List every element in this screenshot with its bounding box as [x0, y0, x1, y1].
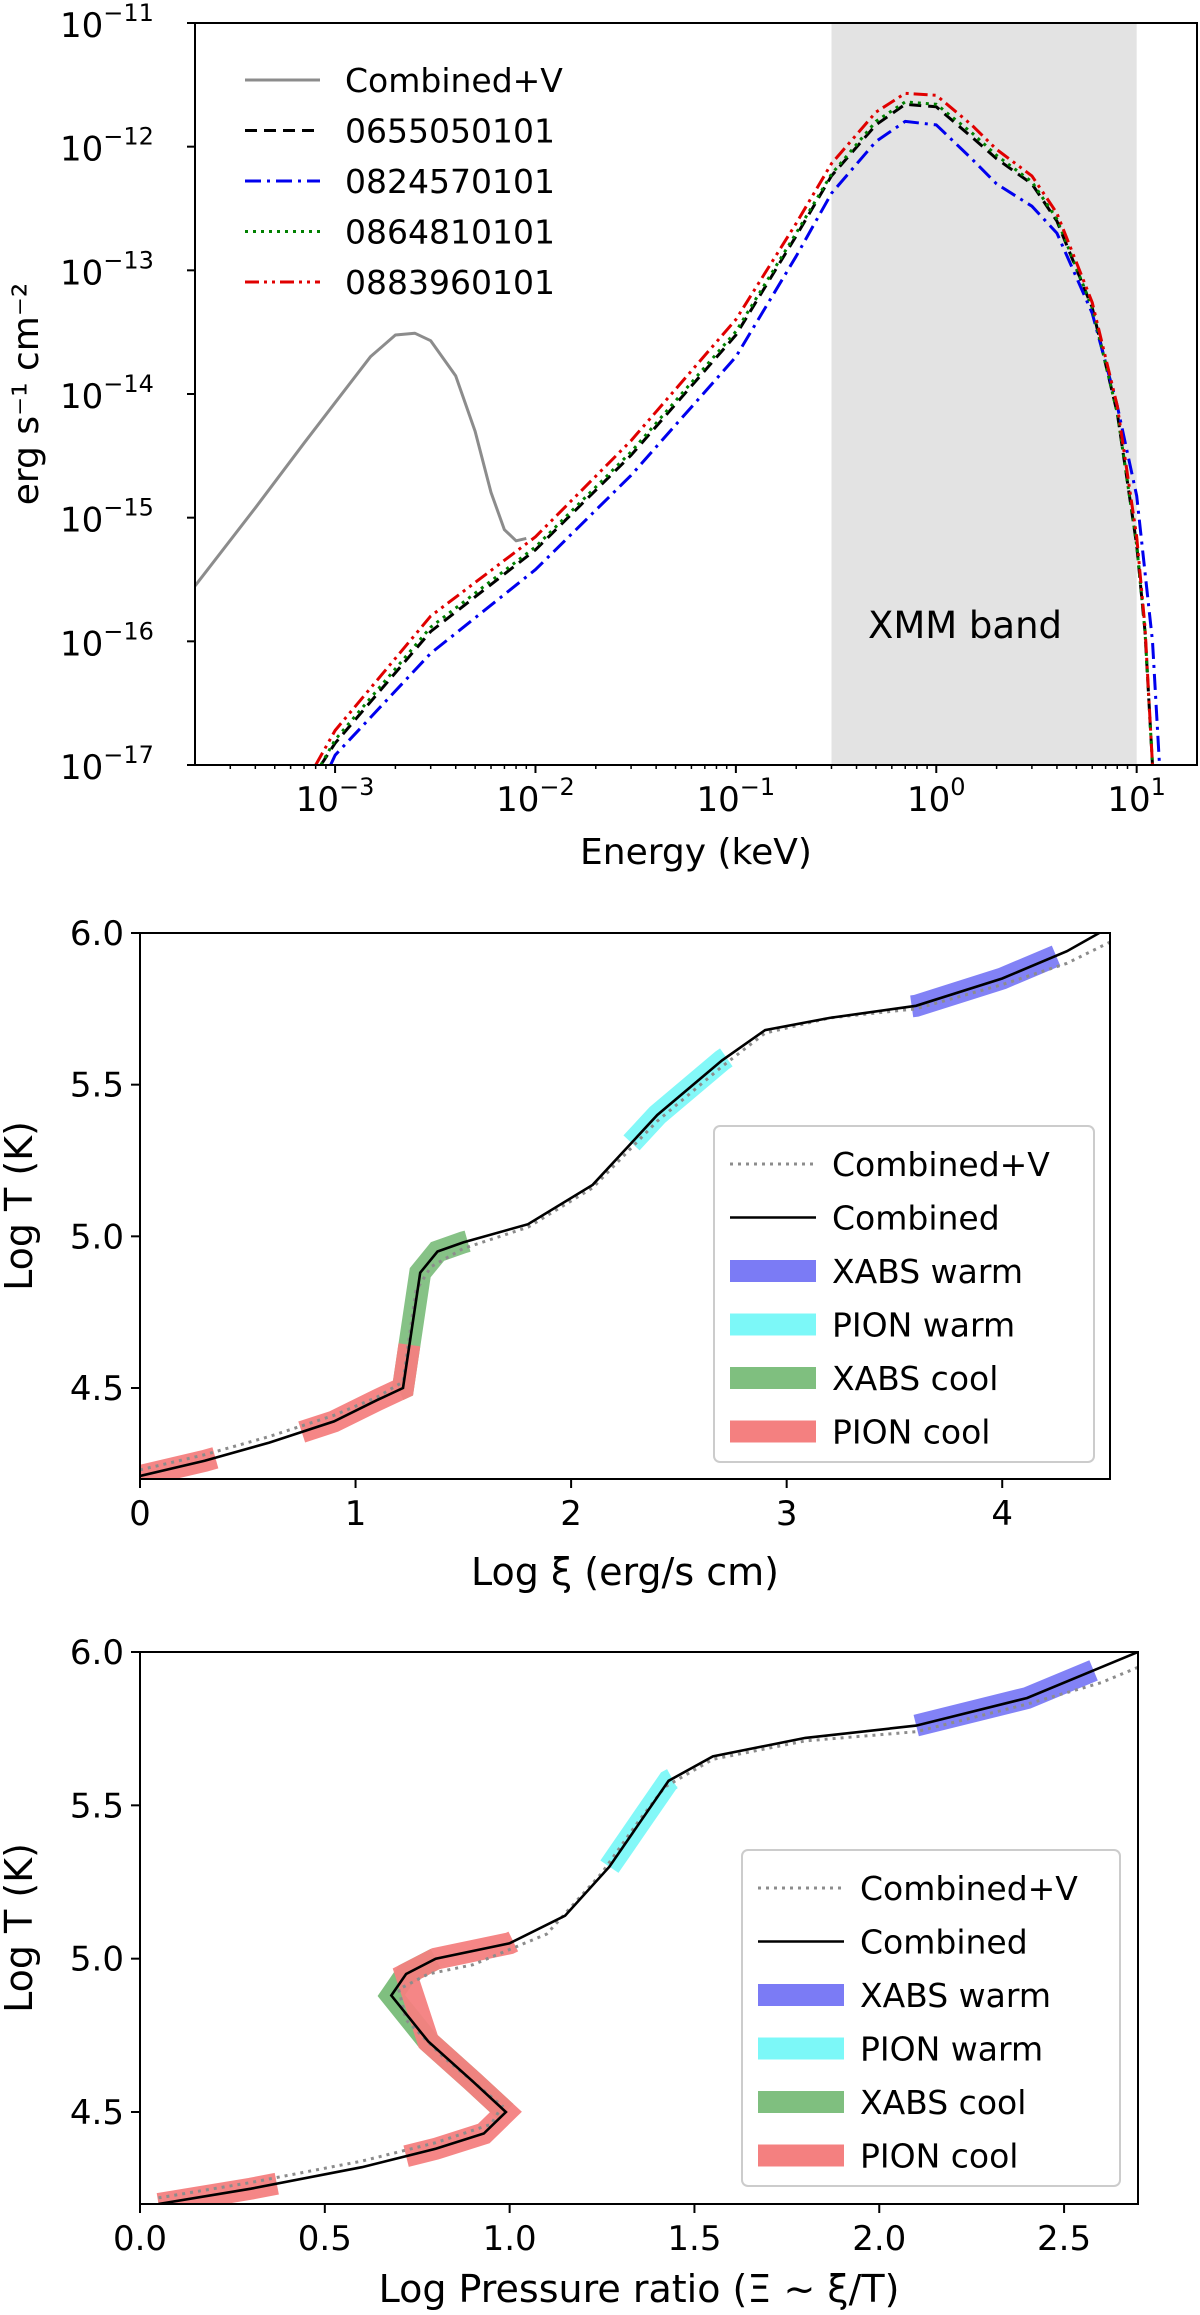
spectra-legend: Combined+V 0655050101 0824570101 0864810101…	[245, 61, 563, 302]
legend-label: Combined+V	[345, 61, 563, 100]
xmm-band-region	[831, 23, 1137, 765]
x-tick-label: 10−2	[496, 773, 575, 820]
scurve-pressure-panel: 0.0 0.5 1.0 1.5 2.0 2.5 4.5 5.0 5.5 6.0 Log Pres…	[0, 1633, 1139, 2311]
legend-label: 0864810101	[345, 213, 555, 252]
scurve-xi-plot-frame	[139, 932, 1111, 1480]
legend-label: Combined+V	[832, 1145, 1050, 1184]
y-tick-label: 10−13	[60, 246, 154, 293]
legend-label: Combined	[860, 1923, 1028, 1962]
scurve-xi-x-axis: 0 1 2 3 4	[129, 1479, 1013, 1534]
band-xabs-warm	[910, 945, 1061, 1018]
y-tick-label: 5.0	[70, 1217, 124, 1257]
x-tick-label: 1	[345, 1494, 367, 1534]
legend-label: XABS warm	[832, 1252, 1023, 1291]
y-tick-label: 4.5	[70, 2093, 124, 2133]
legend-label: XABS cool	[832, 1359, 998, 1398]
scurve-pressure-y-label: Log T (K)	[0, 1843, 41, 2013]
band-xabs-warm	[913, 1660, 1098, 1737]
spectra-x-axis: 10−3 10−2 10−1 100 101	[229, 765, 1166, 820]
legend-label: PION cool	[832, 1413, 990, 1452]
x-tick-label: 2.5	[1037, 2219, 1091, 2259]
scurve-xi-x-label: Log ξ (erg/s cm)	[471, 1550, 779, 1594]
scurve-pressure-legend: Combined+V Combined XABS warm PION warm XABS…	[741, 1849, 1121, 2187]
series-line-combined	[140, 933, 1100, 1478]
scurve-xi-lines	[140, 933, 1110, 1478]
y-tick-label: 10−14	[60, 370, 154, 417]
x-tick-label: 0	[129, 1494, 151, 1534]
x-tick-label: 1.5	[667, 2219, 721, 2259]
xmm-band-label: XMM band	[868, 604, 1062, 647]
series-line-combined-v	[195, 331, 527, 587]
scurve-pressure-x-label: Log Pressure ratio (Ξ ~ ξ/T)	[379, 2267, 900, 2311]
series-line-combined	[158, 1652, 1138, 2204]
scurve-pressure-lines	[158, 1652, 1138, 2204]
x-tick-label: 10−1	[697, 773, 776, 820]
series-line-0655050101	[319, 102, 1154, 765]
series-line-0864810101	[319, 100, 1154, 765]
spectra-panel: XMM band 10−3 10−2 10−1 100 101 10−1710−1610…	[6, 0, 1198, 873]
spectra-x-label: Energy (keV)	[580, 832, 812, 873]
x-tick-label: 3	[776, 1494, 798, 1534]
scurve-xi-y-axis: 4.5 5.0 5.5 6.0	[70, 914, 140, 1409]
x-tick-label: 2.0	[852, 2219, 906, 2259]
y-tick-label: 5.0	[70, 1940, 124, 1980]
x-tick-label: 1.0	[483, 2219, 537, 2259]
x-tick-label: 100	[907, 773, 966, 820]
scurve-xi-legend: Combined+V Combined XABS warm PION warm XABS…	[713, 1125, 1095, 1463]
x-tick-label: 0.0	[113, 2219, 167, 2259]
y-tick-label: 10−12	[60, 123, 154, 170]
legend-label: PION cool	[860, 2137, 1018, 2176]
series-line-0883960101	[314, 91, 1154, 765]
y-tick-label: 6.0	[70, 1633, 124, 1673]
x-tick-label: 0.5	[298, 2219, 352, 2259]
spectra-y-label: erg s⁻¹ cm⁻²	[6, 283, 47, 506]
scurve-xi-panel: 0 1 2 3 4 4.5 5.0 5.5 6.0 Log ξ (erg/s cm) Log …	[0, 914, 1111, 1594]
y-tick-label: 6.0	[70, 914, 124, 954]
legend-label: 0824570101	[345, 162, 555, 201]
y-tick-label: 10−15	[60, 494, 154, 541]
spectra-plot-frame	[194, 22, 1198, 766]
x-tick-label: 10−3	[296, 773, 375, 820]
y-tick-label: 10−16	[60, 617, 154, 664]
x-tick-label: 101	[1107, 773, 1166, 820]
legend-label: 0883960101	[345, 263, 555, 302]
y-tick-label: 4.5	[70, 1369, 124, 1409]
y-tick-label: 5.5	[70, 1786, 124, 1826]
legend-label: Combined	[832, 1199, 1000, 1238]
x-tick-label: 2	[560, 1494, 582, 1534]
y-tick-label: 10−17	[60, 741, 154, 788]
scurve-pressure-plot-frame	[139, 1651, 1139, 2205]
legend-label: PION warm	[832, 1306, 1015, 1345]
band-pion-cool	[392, 1931, 522, 2167]
legend-label: XABS cool	[860, 2083, 1026, 2122]
legend-label: XABS warm	[860, 1976, 1051, 2015]
legend-label: Combined+V	[860, 1869, 1078, 1908]
spectra-y-axis: 10−17 10−16 10−15 10−14 10−13 10−12 10−11	[60, 0, 195, 788]
scurve-pressure-y-axis: 4.5 5.0 5.5 6.0	[70, 1633, 140, 2133]
y-tick-label: 10−11	[60, 0, 154, 46]
legend-label: PION warm	[860, 2030, 1043, 2069]
legend-label: 0655050101	[345, 112, 555, 151]
scurve-xi-y-label: Log T (K)	[0, 1121, 41, 1291]
x-tick-label: 4	[991, 1494, 1013, 1534]
scurve-pressure-x-axis: 0.0 0.5 1.0 1.5 2.0 2.5	[113, 2204, 1091, 2259]
spectra-lines	[195, 91, 1161, 765]
y-tick-label: 5.5	[70, 1066, 124, 1106]
series-line-combined-v	[140, 940, 1110, 1472]
series-line-combined-v	[158, 1665, 1138, 2200]
